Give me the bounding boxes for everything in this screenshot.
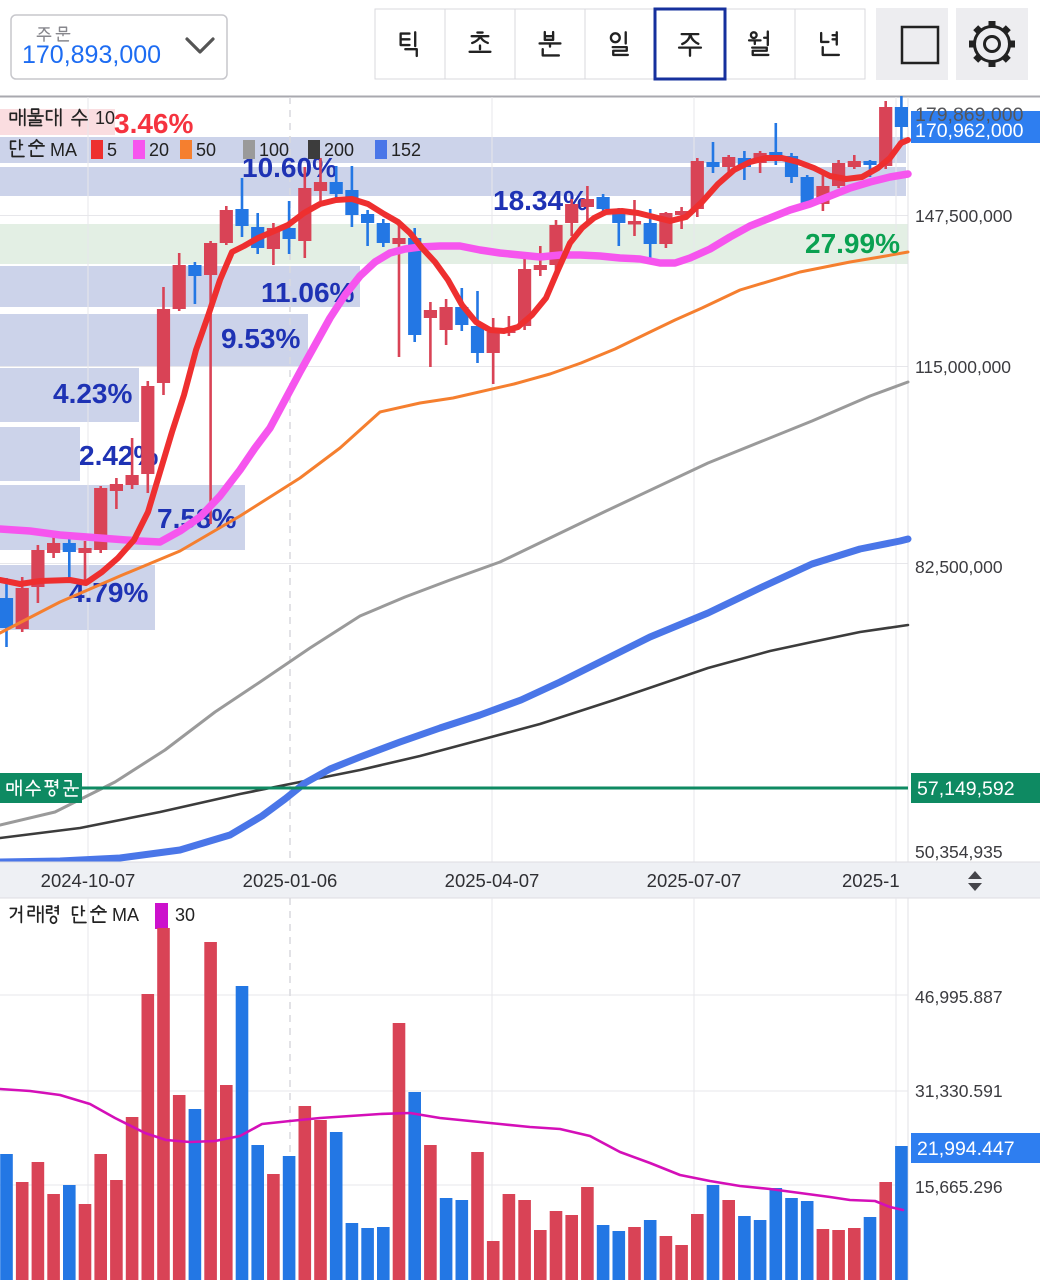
- svg-text:115,000,000: 115,000,000: [915, 357, 1011, 377]
- svg-text:31,330.591: 31,330.591: [915, 1081, 1003, 1101]
- svg-text:15,665.296: 15,665.296: [915, 1177, 1003, 1197]
- svg-text:MA: MA: [112, 905, 139, 925]
- svg-text:5: 5: [107, 140, 117, 160]
- svg-text:2025-07-07: 2025-07-07: [647, 870, 742, 891]
- svg-text:152: 152: [391, 140, 421, 160]
- svg-text:27.99%: 27.99%: [805, 228, 900, 259]
- svg-text:30: 30: [175, 905, 195, 925]
- svg-text:3.46%: 3.46%: [114, 108, 193, 139]
- svg-text:200: 200: [324, 140, 354, 160]
- svg-text:170,962,000: 170,962,000: [915, 120, 1024, 142]
- svg-text:170,893,000: 170,893,000: [22, 41, 161, 69]
- svg-text:MA: MA: [50, 140, 77, 160]
- svg-text:82,500,000: 82,500,000: [915, 557, 1003, 577]
- svg-text:100: 100: [259, 140, 289, 160]
- svg-text:4.23%: 4.23%: [53, 378, 132, 409]
- svg-text:50,354,935: 50,354,935: [915, 842, 1003, 862]
- svg-text:20: 20: [149, 140, 169, 160]
- svg-text:10.60%: 10.60%: [242, 152, 337, 183]
- svg-text:147,500,000: 147,500,000: [915, 206, 1013, 226]
- svg-text:9.53%: 9.53%: [221, 323, 300, 354]
- svg-text:2025-01-06: 2025-01-06: [243, 870, 338, 891]
- svg-text:2024-10-07: 2024-10-07: [41, 870, 136, 891]
- svg-text:2025-1: 2025-1: [842, 870, 900, 891]
- svg-text:46,995.887: 46,995.887: [915, 987, 1003, 1007]
- svg-text:10: 10: [95, 108, 115, 128]
- svg-text:50: 50: [196, 140, 216, 160]
- svg-text:179,869,000: 179,869,000: [915, 104, 1024, 126]
- svg-text:57,149,592: 57,149,592: [917, 778, 1015, 800]
- svg-text:2025-04-07: 2025-04-07: [445, 870, 540, 891]
- svg-text:21,994.447: 21,994.447: [917, 1138, 1015, 1160]
